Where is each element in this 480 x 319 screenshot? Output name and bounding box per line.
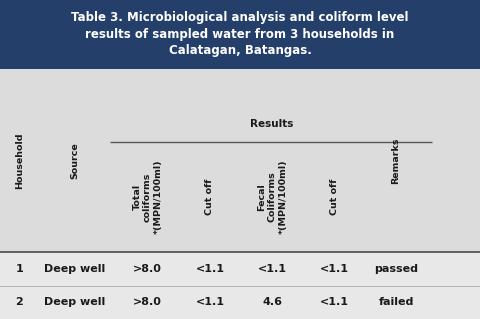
Text: passed: passed (374, 264, 418, 274)
Text: Household: Household (15, 132, 24, 189)
Text: Remarks: Remarks (392, 137, 400, 183)
Text: Results: Results (250, 119, 293, 129)
Bar (0, 0, 480, 69)
Bar (0, 252, 480, 286)
Text: Source: Source (70, 142, 79, 179)
Text: Cut off: Cut off (205, 179, 215, 215)
Text: Total
coliforms
*(MPN/100ml): Total coliforms *(MPN/100ml) (132, 160, 163, 234)
Text: Deep well: Deep well (44, 264, 105, 274)
Text: <1.1: <1.1 (320, 297, 349, 307)
Text: 4.6: 4.6 (263, 297, 282, 307)
Bar (0, 286, 480, 319)
Text: Table 3. Microbiological analysis and coliform level
results of sampled water fr: Table 3. Microbiological analysis and co… (71, 11, 409, 57)
Text: <1.1: <1.1 (195, 264, 225, 274)
Text: Cut off: Cut off (330, 179, 339, 215)
Text: <1.1: <1.1 (320, 264, 349, 274)
Text: 1: 1 (15, 264, 23, 274)
Text: >8.0: >8.0 (133, 264, 162, 274)
Text: Fecal
Coliforms
*(MPN/100ml): Fecal Coliforms *(MPN/100ml) (257, 160, 288, 234)
Text: <1.1: <1.1 (195, 297, 225, 307)
Text: 2: 2 (15, 297, 23, 307)
Text: >8.0: >8.0 (133, 297, 162, 307)
Text: <1.1: <1.1 (258, 264, 287, 274)
Text: failed: failed (378, 297, 414, 307)
Text: Deep well: Deep well (44, 297, 105, 307)
